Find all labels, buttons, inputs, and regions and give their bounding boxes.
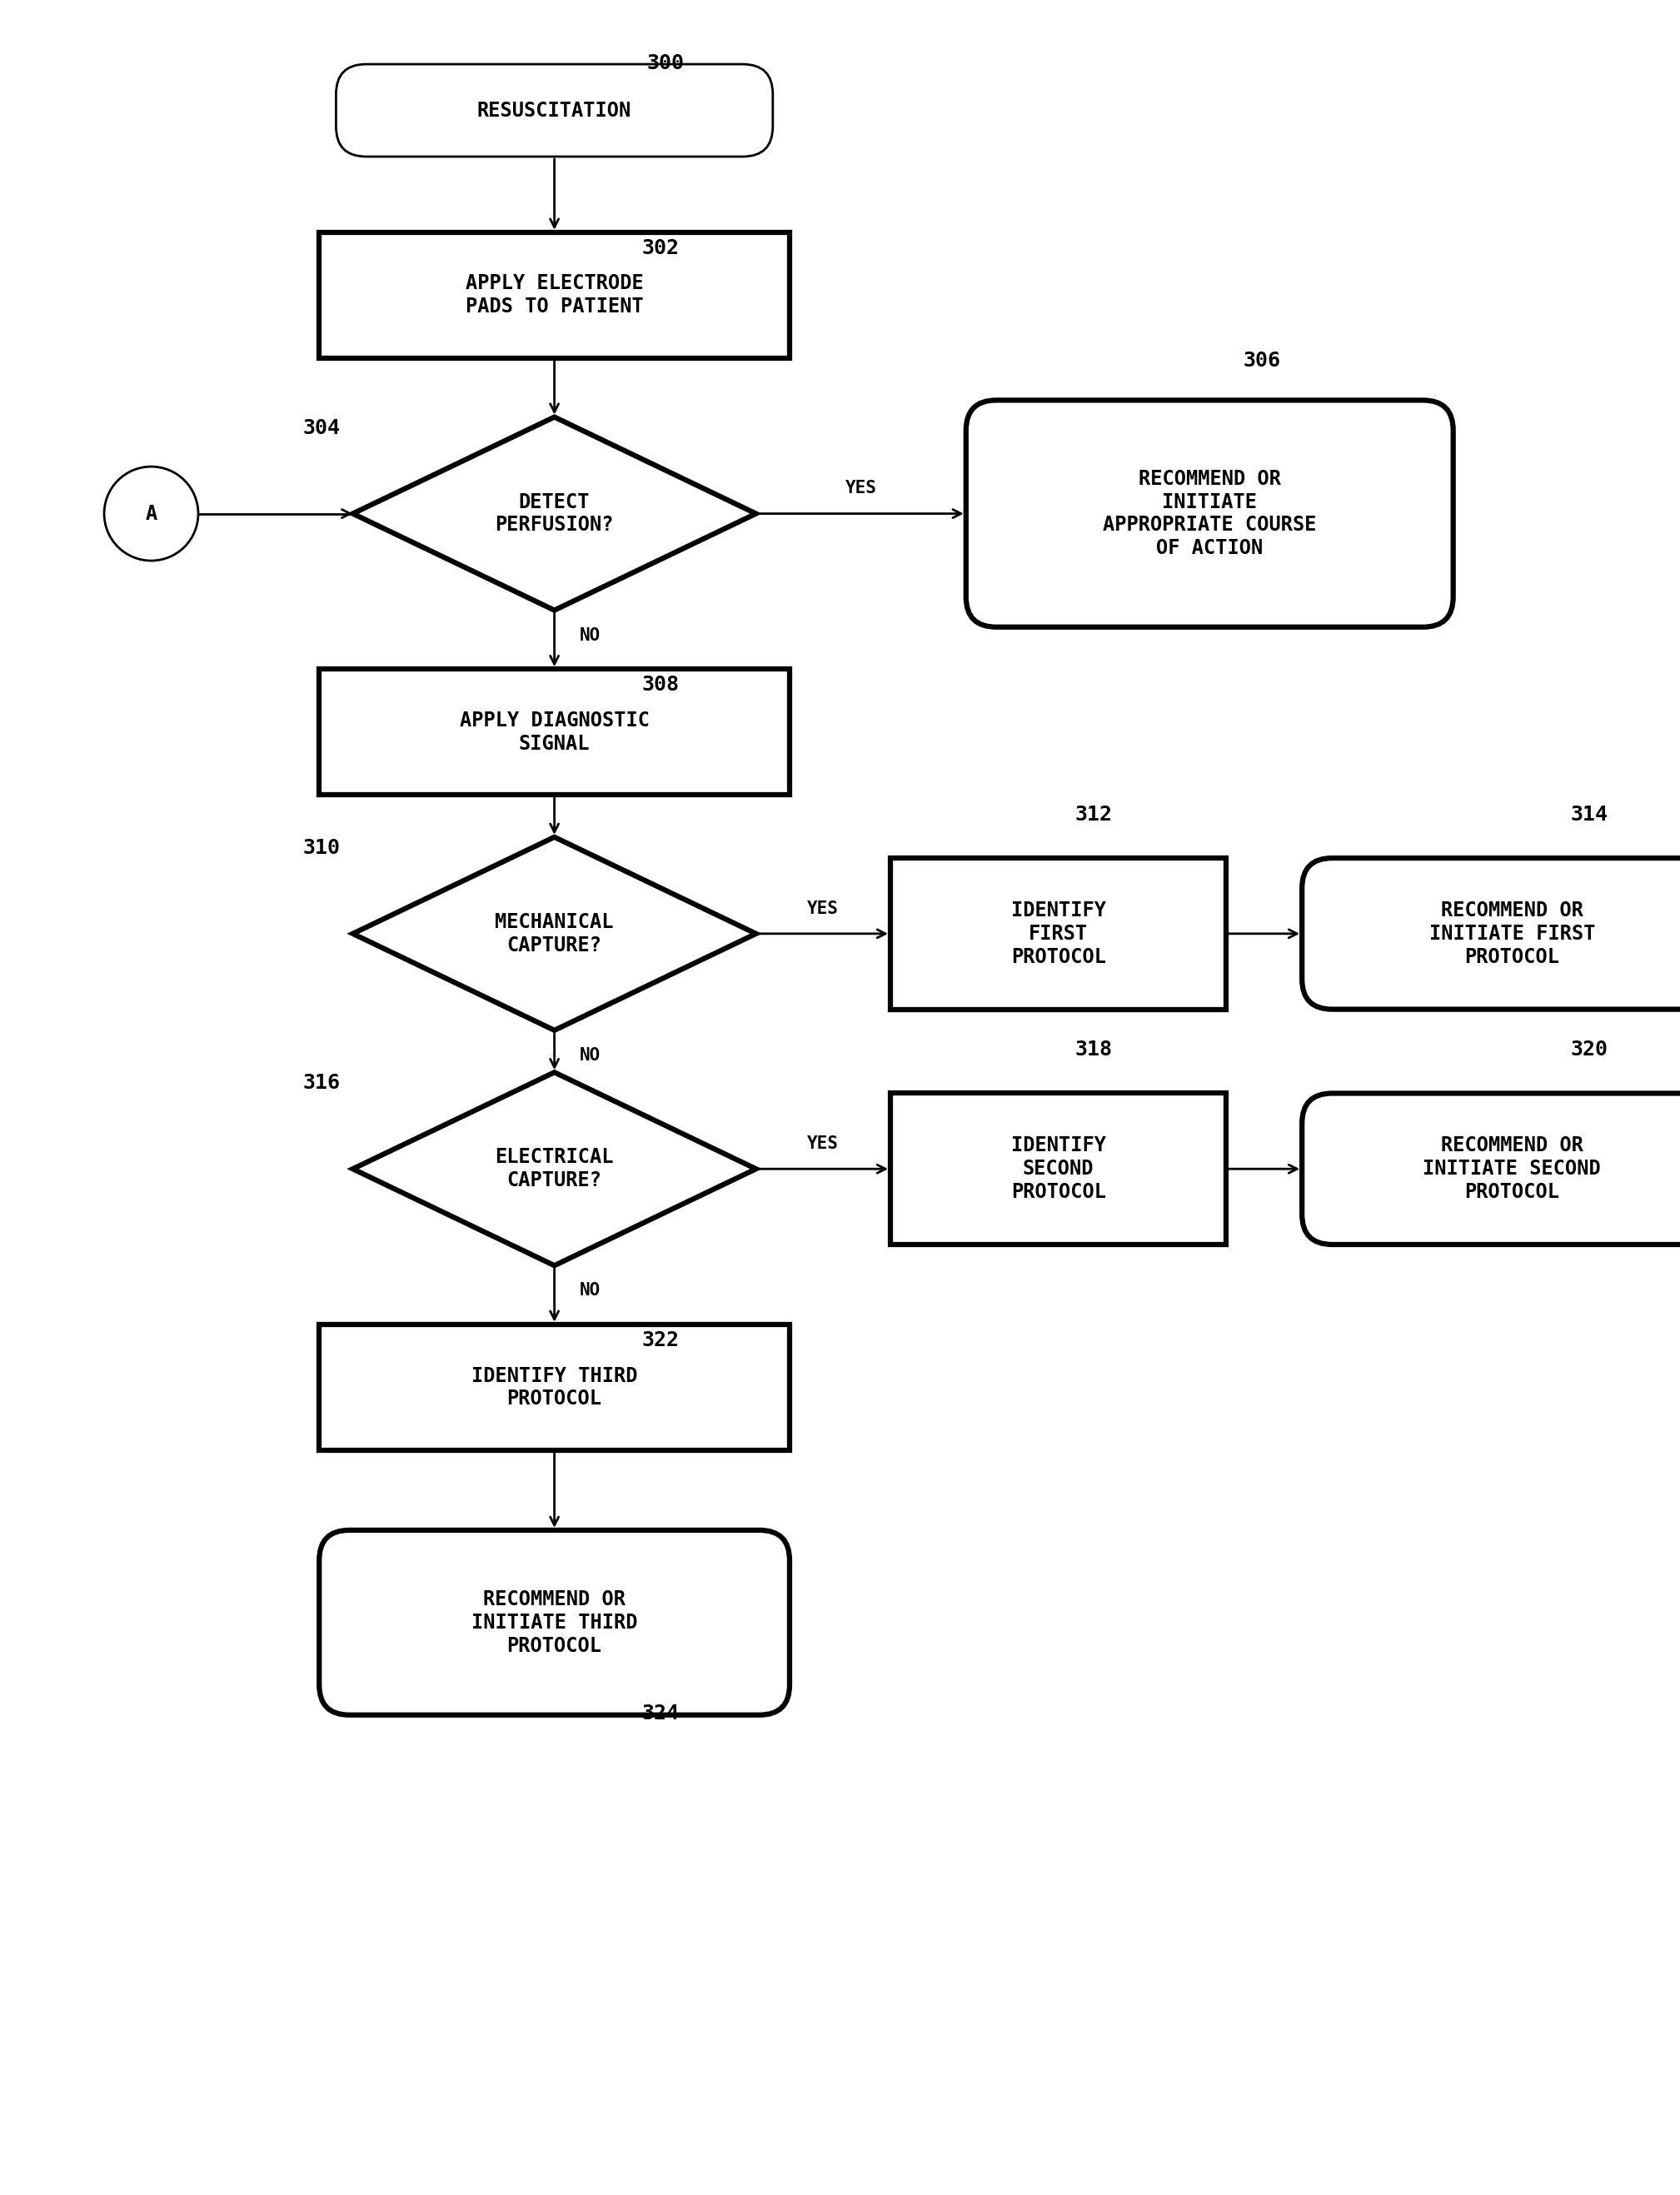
FancyBboxPatch shape [319, 1530, 790, 1714]
Text: NO: NO [580, 1047, 601, 1065]
Text: APPLY DIAGNOSTIC
SIGNAL: APPLY DIAGNOSTIC SIGNAL [459, 711, 650, 753]
Bar [890, 1093, 1226, 1245]
Text: 306: 306 [1243, 351, 1280, 371]
Text: 316: 316 [302, 1073, 339, 1093]
Text: YES: YES [808, 1135, 838, 1152]
FancyBboxPatch shape [1302, 1093, 1680, 1245]
Text: ELECTRICAL
CAPTURE?: ELECTRICAL CAPTURE? [496, 1148, 613, 1190]
Text: RECOMMEND OR
INITIATE
APPROPRIATE COURSE
OF ACTION: RECOMMEND OR INITIATE APPROPRIATE COURSE… [1102, 470, 1317, 558]
Polygon shape [353, 1073, 756, 1267]
Bar [319, 233, 790, 358]
Text: 314: 314 [1571, 806, 1608, 825]
Bar [890, 858, 1226, 1010]
Text: RECOMMEND OR
INITIATE FIRST
PROTOCOL: RECOMMEND OR INITIATE FIRST PROTOCOL [1430, 900, 1594, 966]
Text: IDENTIFY
SECOND
PROTOCOL: IDENTIFY SECOND PROTOCOL [1011, 1135, 1105, 1203]
Text: DETECT
PERFUSION?: DETECT PERFUSION? [496, 492, 613, 536]
Bar [319, 1324, 790, 1451]
Text: 300: 300 [647, 53, 684, 72]
Text: 312: 312 [1075, 806, 1112, 825]
Text: 318: 318 [1075, 1040, 1112, 1060]
Text: RECOMMEND OR
INITIATE THIRD
PROTOCOL: RECOMMEND OR INITIATE THIRD PROTOCOL [472, 1589, 637, 1655]
Text: 320: 320 [1571, 1040, 1608, 1060]
Text: 322: 322 [642, 1330, 679, 1350]
FancyBboxPatch shape [336, 64, 773, 156]
Text: RESUSCITATION: RESUSCITATION [477, 101, 632, 121]
Text: 304: 304 [302, 417, 339, 439]
Text: NO: NO [580, 628, 601, 643]
Polygon shape [353, 836, 756, 1029]
Text: APPLY ELECTRODE
PADS TO PATIENT: APPLY ELECTRODE PADS TO PATIENT [465, 274, 643, 316]
Text: RECOMMEND OR
INITIATE SECOND
PROTOCOL: RECOMMEND OR INITIATE SECOND PROTOCOL [1423, 1135, 1601, 1203]
Text: NO: NO [580, 1282, 601, 1299]
Text: YES: YES [845, 481, 877, 496]
Text: 302: 302 [642, 239, 679, 259]
Text: YES: YES [808, 900, 838, 918]
Polygon shape [353, 417, 756, 610]
Text: 310: 310 [302, 838, 339, 858]
Text: IDENTIFY
FIRST
PROTOCOL: IDENTIFY FIRST PROTOCOL [1011, 900, 1105, 966]
Text: 308: 308 [642, 676, 679, 696]
Text: A: A [144, 503, 158, 525]
Text: IDENTIFY THIRD
PROTOCOL: IDENTIFY THIRD PROTOCOL [472, 1365, 637, 1409]
Text: 324: 324 [642, 1703, 679, 1723]
Bar [319, 669, 790, 795]
Text: MECHANICAL
CAPTURE?: MECHANICAL CAPTURE? [496, 913, 613, 955]
FancyBboxPatch shape [966, 399, 1453, 628]
FancyBboxPatch shape [1302, 858, 1680, 1010]
